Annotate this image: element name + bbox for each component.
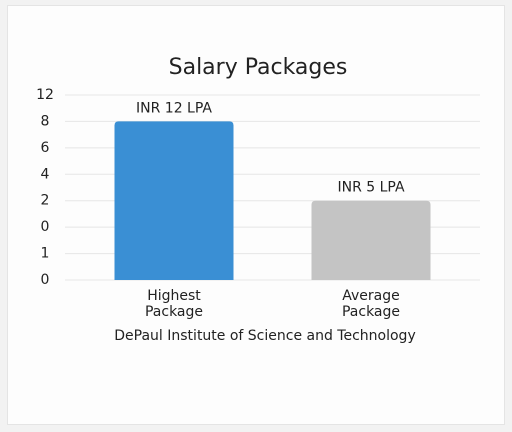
x-tick-label: Highest Package [144, 288, 204, 320]
y-tick-label: 2 [41, 193, 50, 209]
y-tick-label: 6 [41, 140, 50, 156]
y-tick-label: 0 [41, 272, 50, 288]
y-tick-label: 0 [41, 219, 50, 235]
y-tick-label: 4 [41, 166, 50, 182]
y-tick-label: 8 [41, 113, 50, 129]
bar [311, 200, 431, 280]
bar-annotation: INR 12 LPA [136, 100, 212, 116]
bar [114, 121, 234, 280]
bar-annotation: INR 5 LPA [337, 180, 404, 196]
y-tick-label: 12 [36, 87, 54, 103]
chart-title: Salary Packages [169, 55, 348, 80]
x-axis-label: DePaul Institute of Science and Technolo… [114, 328, 416, 344]
x-tick-label: Average Package [341, 288, 401, 320]
y-tick-label: 1 [41, 246, 50, 262]
